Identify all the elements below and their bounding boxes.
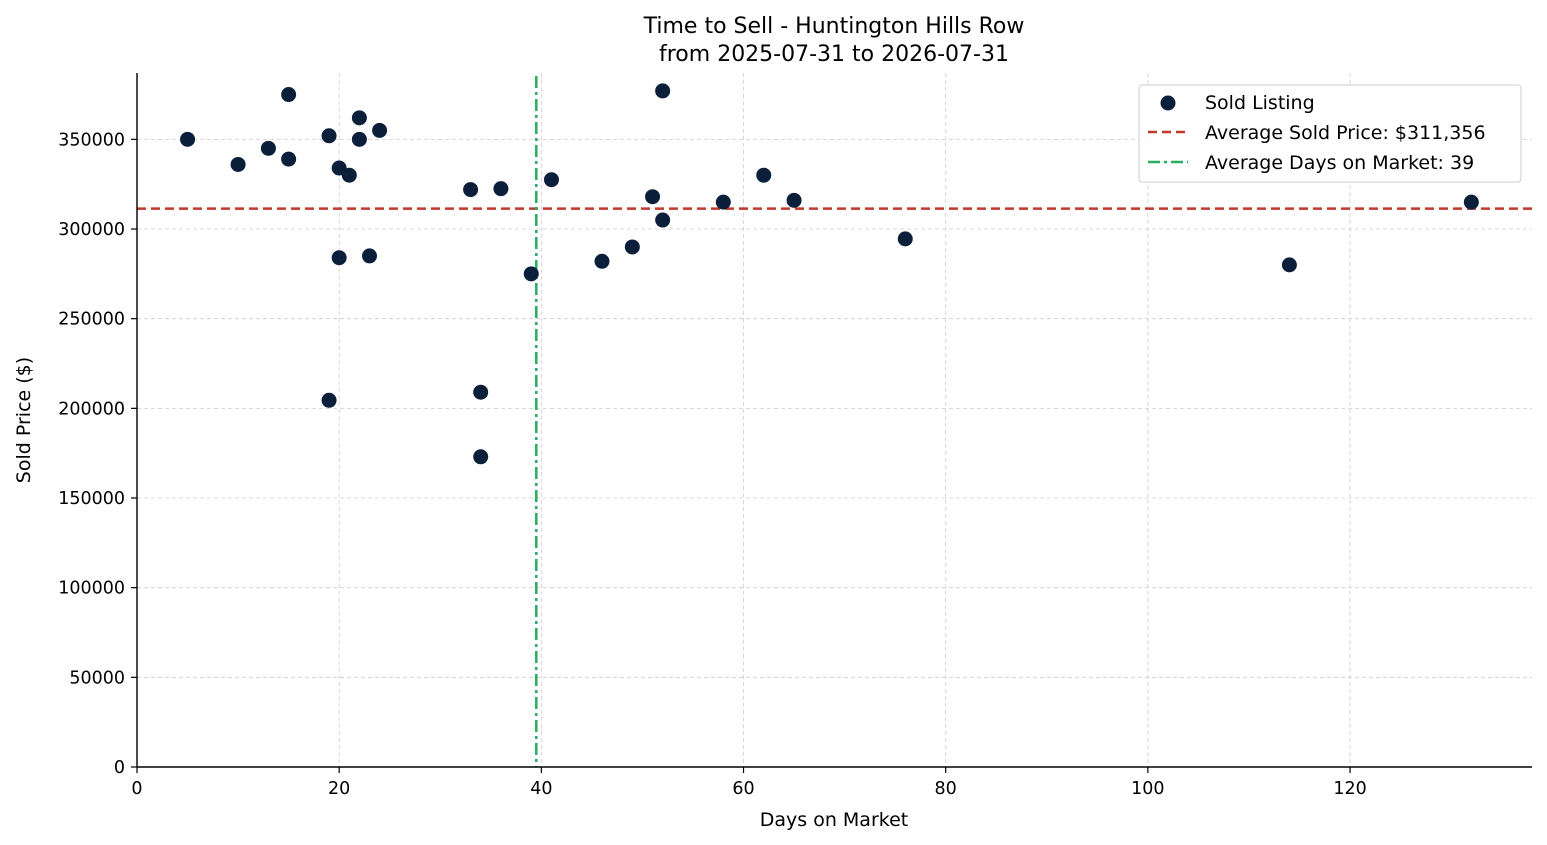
legend-box (1138, 84, 1522, 183)
legend-marker-sold-listing (1160, 95, 1176, 111)
sold-listing-point (645, 189, 661, 205)
y-tick-label: 0 (114, 758, 125, 778)
sold-listing-point (230, 156, 246, 172)
sold-listing-point (715, 194, 731, 210)
x-tick-label: 60 (732, 779, 754, 799)
sold-listing-point (594, 253, 610, 269)
sold-listing-point (543, 172, 559, 188)
sold-listing-point (756, 167, 772, 183)
legend-label-avg-price: Average Sold Price: $311,356 (1205, 122, 1486, 144)
sold-listing-point (1463, 194, 1479, 210)
y-tick-label: 50000 (69, 668, 125, 688)
x-tick-label: 20 (328, 779, 350, 799)
sold-listing-point (321, 128, 337, 144)
sold-listing-point (463, 182, 479, 198)
sold-listing-point (321, 392, 337, 408)
sold-listing-point (341, 167, 357, 183)
legend-label-avg-days: Average Days on Market: 39 (1205, 152, 1474, 174)
y-axis-label: Sold Price ($) (13, 357, 35, 483)
sold-listing-point (624, 239, 640, 255)
y-tick-label: 100000 (58, 579, 125, 599)
x-ticks: 0 20 40 60 80 100 120 (131, 767, 1367, 799)
sold-listing-point (331, 250, 347, 266)
sold-listing-point (372, 122, 388, 138)
x-tick-label: 0 (131, 779, 142, 799)
y-tick-label: 250000 (58, 310, 125, 330)
x-tick-label: 80 (935, 779, 957, 799)
chart-subtitle: from 2025-07-31 to 2026-07-31 (659, 42, 1009, 67)
x-tick-label: 40 (530, 779, 552, 799)
data-points (180, 83, 1479, 465)
y-tick-label: 300000 (58, 220, 125, 240)
sold-listing-point (523, 266, 539, 282)
sold-listing-point (493, 181, 509, 197)
y-tick-label: 200000 (58, 399, 125, 419)
y-tick-label: 150000 (58, 489, 125, 509)
x-axis-label: Days on Market (760, 809, 908, 831)
sold-listing-point (351, 110, 367, 126)
sold-listing-point (281, 87, 297, 103)
sold-listing-point (1281, 257, 1297, 273)
sold-listing-point (655, 83, 671, 99)
sold-listing-point (473, 449, 489, 465)
sold-listing-point (351, 131, 367, 147)
sold-listing-point (473, 384, 489, 400)
sold-listing-point (786, 192, 802, 208)
legend-label-sold-listing: Sold Listing (1205, 92, 1315, 114)
sold-listing-point (655, 212, 671, 228)
legend: Sold Listing Average Sold Price: $311,35… (1138, 84, 1522, 183)
sold-listing-point (180, 131, 196, 147)
axes (136, 73, 1532, 768)
reference-lines (137, 76, 1532, 767)
chart-title: Time to Sell - Huntington Hills Row (643, 14, 1025, 39)
sold-listing-point (362, 248, 377, 264)
x-tick-label: 100 (1131, 779, 1164, 799)
sold-listing-point (281, 151, 297, 167)
y-ticks: 0 50000 100000 150000 200000 250000 300000 3500… (58, 130, 137, 778)
sold-listing-point (260, 140, 276, 156)
sold-listing-point (897, 231, 913, 247)
y-tick-label: 350000 (58, 130, 125, 150)
x-tick-label: 120 (1333, 779, 1366, 799)
